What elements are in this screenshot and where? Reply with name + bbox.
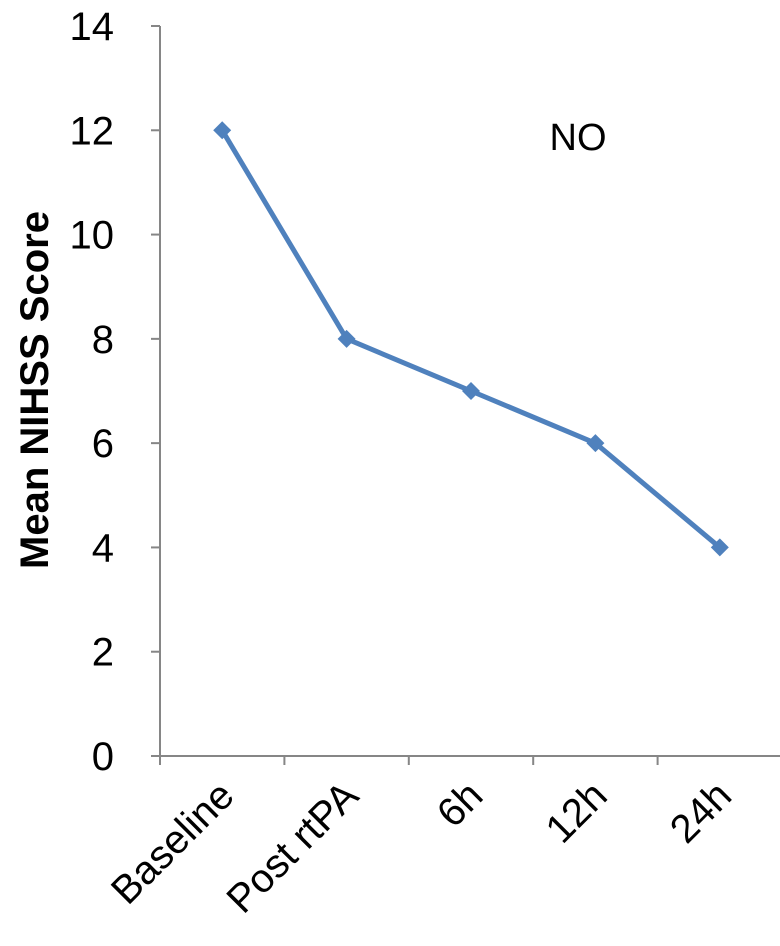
data-point — [213, 121, 232, 140]
series — [213, 121, 729, 557]
y-axis-title: Mean NIHSS Score — [13, 211, 57, 569]
data-point — [710, 538, 729, 557]
data-point — [586, 434, 605, 453]
y-axis: 0 2 4 6 8 10 12 14 — [70, 5, 161, 779]
data-point — [462, 382, 480, 400]
y-tick-label: 6 — [92, 422, 114, 466]
x-tick-label: 6h — [429, 773, 492, 836]
chart-annotation: NO — [550, 117, 607, 159]
x-tick-label: 24h — [662, 773, 740, 851]
y-tick-label: 8 — [92, 318, 114, 362]
y-tick-label: 0 — [92, 735, 114, 779]
y-tick-label: 2 — [92, 631, 114, 675]
series-line — [220, 129, 722, 550]
x-tick-label: Post rtPA — [218, 773, 367, 922]
y-tick-label: 14 — [70, 5, 115, 49]
y-tick-label: 10 — [70, 214, 115, 258]
data-point — [337, 329, 356, 348]
y-tick-label: 12 — [70, 109, 115, 153]
x-tick-label: 12h — [537, 773, 615, 851]
y-tick-label: 4 — [92, 526, 114, 570]
